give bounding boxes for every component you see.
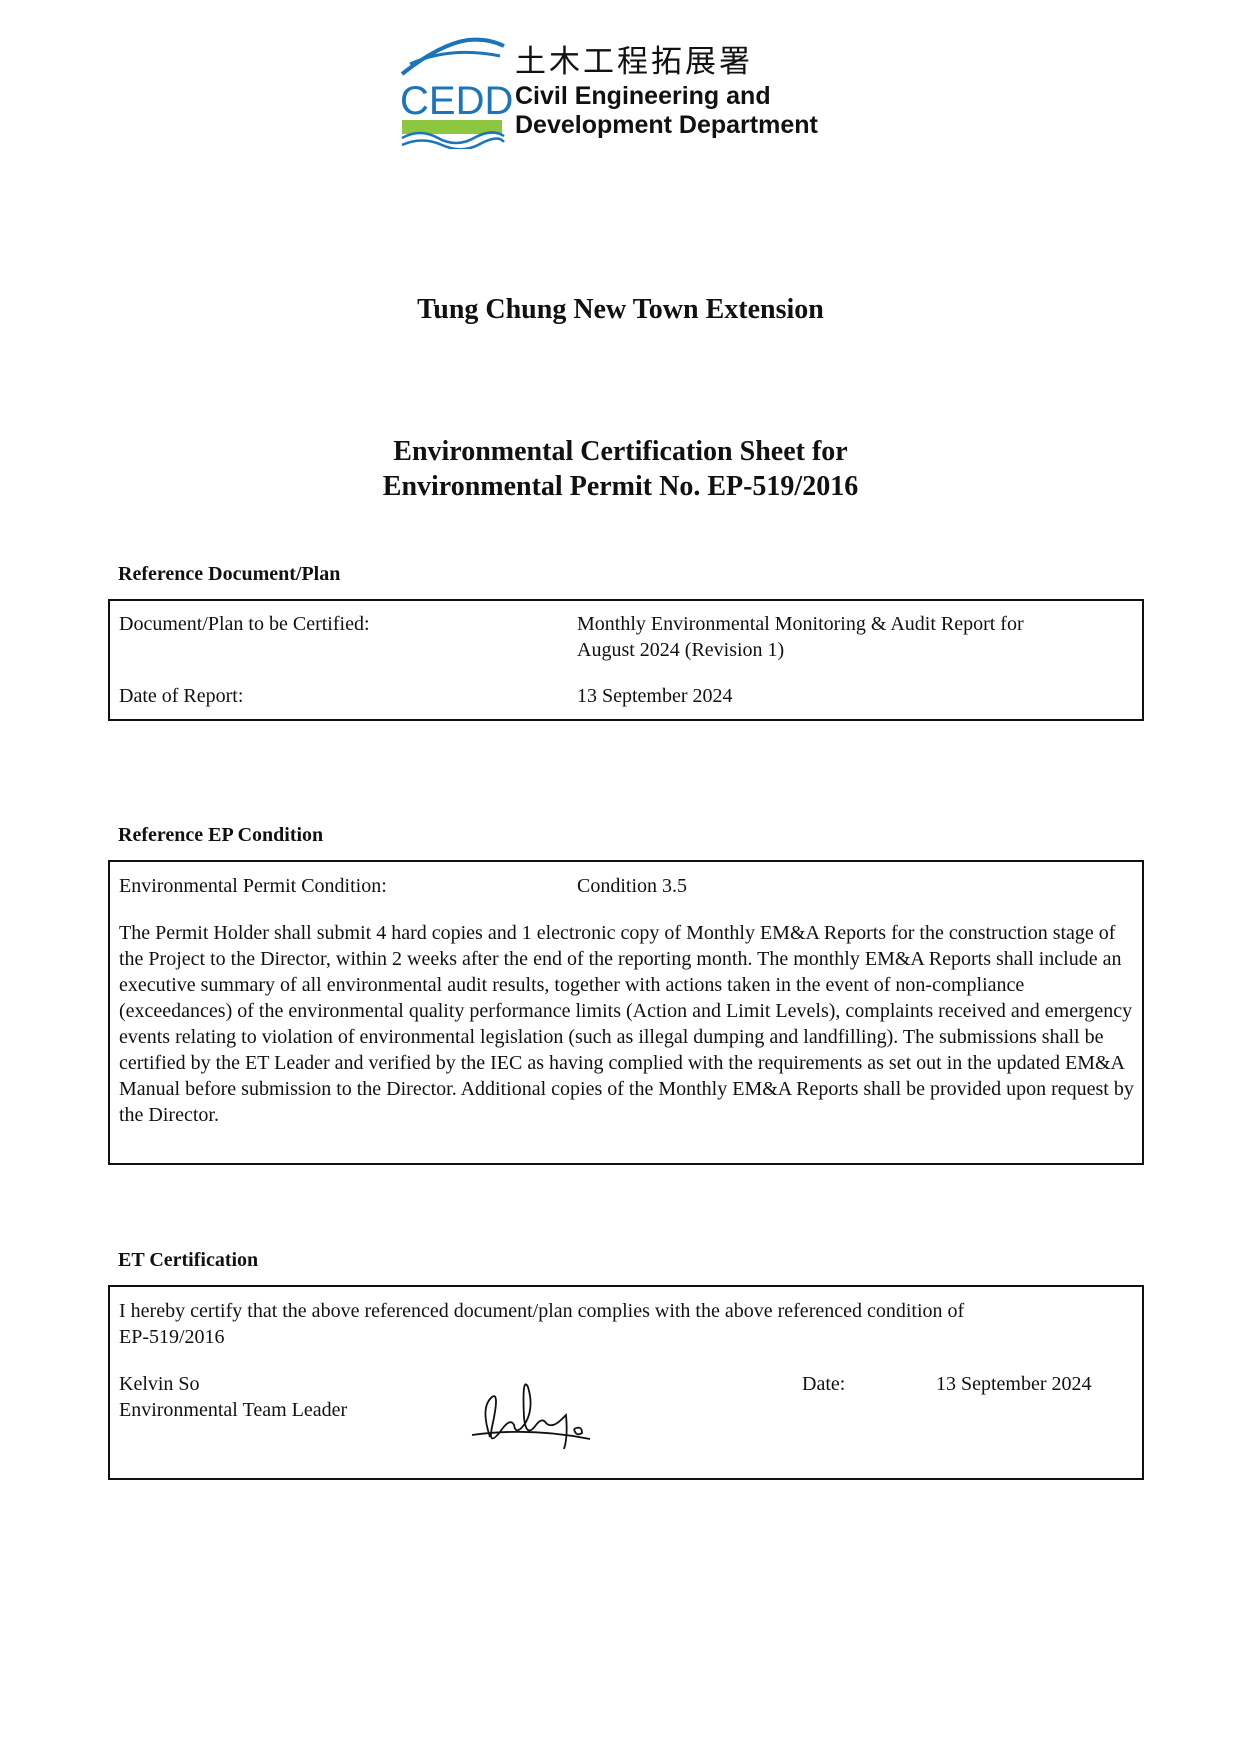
et-certification-heading: ET Certification [118, 1249, 259, 1271]
doc-value-line1: Monthly Environmental Monitoring & Audit… [577, 613, 1024, 635]
svg-text:CEDD: CEDD [400, 79, 512, 123]
certification-date-label: Date: [802, 1373, 846, 1395]
condition-value: Condition 3.5 [577, 875, 688, 897]
certification-statement-line1: I hereby certify that the above referenc… [119, 1300, 965, 1322]
doc-label: Document/Plan to be Certified: [119, 613, 370, 635]
certification-statement-line2: EP-519/2016 [119, 1326, 225, 1348]
certification-date-value: 13 September 2024 [936, 1373, 1092, 1395]
date-of-report-value: 13 September 2024 [577, 685, 733, 707]
logo-english-line1: Civil Engineering and [515, 82, 771, 110]
signatory-name: Kelvin So [119, 1373, 200, 1395]
signatory-role: Environmental Team Leader [119, 1399, 348, 1421]
date-of-report-label: Date of Report: [119, 685, 244, 707]
cedd-emblem: CEDD [400, 37, 512, 149]
condition-label: Environmental Permit Condition: [119, 875, 387, 897]
logo-english-line2: Development Department [515, 111, 818, 139]
signature-image [471, 1383, 591, 1450]
cedd-logo: CEDD 土木工程拓展署 Civil Engineering and Devel… [400, 34, 880, 149]
reference-ep-box: Environmental Permit Condition: Conditio… [108, 860, 1144, 1165]
sheet-title-line1: Environmental Certification Sheet for [393, 436, 848, 467]
condition-text: The Permit Holder shall submit 4 hard co… [119, 922, 1134, 1126]
logo-english-name: Civil Engineering and Development Depart… [515, 82, 818, 140]
reference-document-heading: Reference Document/Plan [118, 563, 341, 585]
sheet-title-line2: Environmental Permit No. EP-519/2016 [382, 471, 859, 502]
reference-ep-heading: Reference EP Condition [118, 824, 324, 846]
doc-value-line2: August 2024 (Revision 1) [577, 639, 785, 661]
et-certification-box: I hereby certify that the above referenc… [108, 1285, 1144, 1480]
logo-chinese-name: 土木工程拓展署 [515, 44, 753, 80]
reference-document-box: Document/Plan to be Certified: Monthly E… [108, 599, 1144, 721]
project-title: Tung Chung New Town Extension [417, 294, 824, 325]
